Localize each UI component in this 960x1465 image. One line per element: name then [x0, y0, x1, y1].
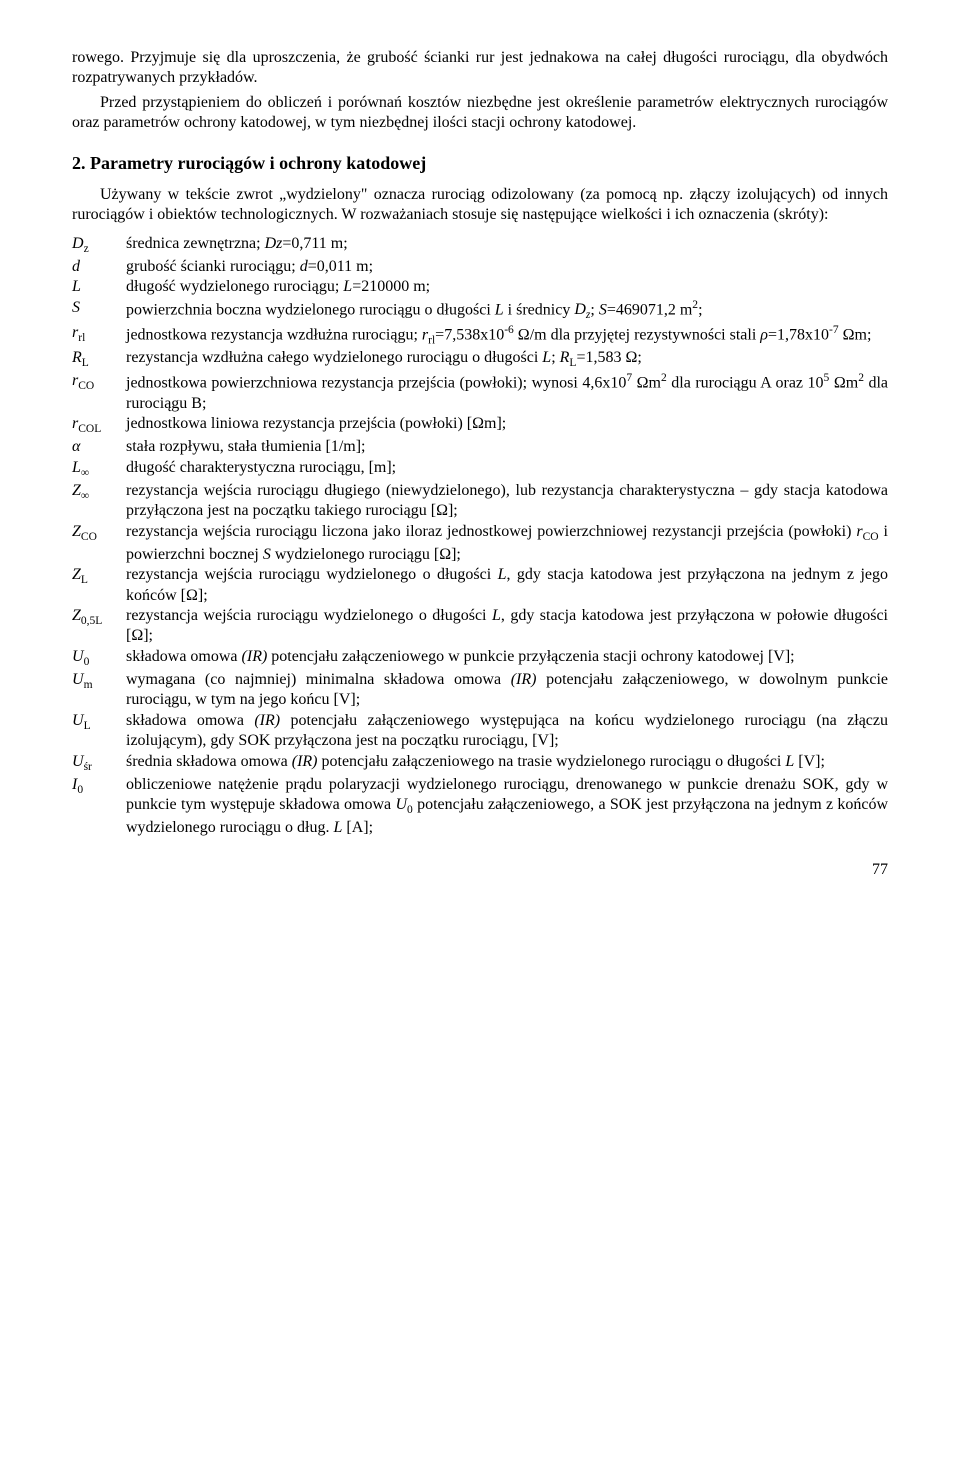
definition-row: ZCOrezystancja wejścia rurociągu liczona…: [72, 522, 888, 565]
definition-term: UL: [72, 711, 126, 734]
definition-row: rrljednostkowa rezystancja wzdłużna ruro…: [72, 323, 888, 348]
definition-row: rCOLjednostkowa liniowa rezystancja prze…: [72, 414, 888, 437]
definition-term: α: [72, 437, 126, 457]
definition-description: średnica zewnętrzna; Dz=0,711 m;: [126, 234, 888, 254]
definition-row: dgrubość ścianki rurociągu; d=0,011 m;: [72, 257, 888, 277]
definition-row: ULskładowa omowa (IR) potencjału załącze…: [72, 711, 888, 752]
definition-list: Dzśrednica zewnętrzna; Dz=0,711 m;dgrubo…: [72, 234, 888, 839]
definition-term: Z∞: [72, 481, 126, 504]
definition-row: RLrezystancja wzdłużna całego wydzielone…: [72, 348, 888, 371]
intro-paragraph-1: rowego. Przyjmuje się dla uproszczenia, …: [72, 48, 888, 89]
definition-row: rCOjednostkowa powierzchniowa rezystancj…: [72, 371, 888, 414]
definition-row: Ldługość wydzielonego rurociągu; L=21000…: [72, 277, 888, 297]
definition-term: ZCO: [72, 522, 126, 545]
definition-description: stała rozpływu, stała tłumienia [1/m];: [126, 437, 888, 457]
definition-term: rCOL: [72, 414, 126, 437]
definition-term: S: [72, 298, 126, 318]
definition-term: d: [72, 257, 126, 277]
definition-row: Uśrśrednia składowa omowa (IR) potencjał…: [72, 752, 888, 775]
definition-description: powierzchnia boczna wydzielonego rurocią…: [126, 298, 888, 323]
definition-description: jednostkowa powierzchniowa rezystancja p…: [126, 371, 888, 414]
definition-description: obliczeniowe natężenie prądu polaryzacji…: [126, 775, 888, 839]
definition-description: wymagana (co najmniej) minimalna składow…: [126, 670, 888, 711]
intro-paragraph-2: Przed przystąpieniem do obliczeń i porów…: [72, 93, 888, 134]
definition-row: Z0,5Lrezystancja wejścia rurociągu wydzi…: [72, 606, 888, 647]
definition-term: L∞: [72, 458, 126, 481]
definition-term: ZL: [72, 565, 126, 588]
definition-term: U0: [72, 647, 126, 670]
definition-term: rCO: [72, 371, 126, 394]
definition-description: składowa omowa (IR) potencjału załączeni…: [126, 647, 888, 667]
definition-description: grubość ścianki rurociągu; d=0,011 m;: [126, 257, 888, 277]
definition-row: Umwymagana (co najmniej) minimalna skład…: [72, 670, 888, 711]
definition-row: αstała rozpływu, stała tłumienia [1/m];: [72, 437, 888, 457]
definition-term: Uśr: [72, 752, 126, 775]
definition-description: rezystancja wejścia rurociągu liczona ja…: [126, 522, 888, 565]
definition-row: U0składowa omowa (IR) potencjału załącze…: [72, 647, 888, 670]
page-number: 77: [72, 860, 888, 880]
definition-term: Dz: [72, 234, 126, 257]
definition-term: Z0,5L: [72, 606, 126, 629]
definition-description: długość charakterystyczna rurociągu, [m]…: [126, 458, 888, 478]
definition-row: L∞długość charakterystyczna rurociągu, […: [72, 458, 888, 481]
definition-description: rezystancja wejścia rurociągu wydzielone…: [126, 565, 888, 606]
definition-term: L: [72, 277, 126, 297]
definition-term: I0: [72, 775, 126, 798]
section-heading: 2. Parametry rurociągów i ochrony katodo…: [72, 152, 888, 175]
definition-description: rezystancja wejścia rurociągu wydzielone…: [126, 606, 888, 647]
definition-row: I0obliczeniowe natężenie prądu polaryzac…: [72, 775, 888, 839]
section-intro-paragraph: Używany w tekście zwrot „wydzielony" ozn…: [72, 185, 888, 226]
definition-description: rezystancja wzdłużna całego wydzielonego…: [126, 348, 888, 371]
definition-term: Um: [72, 670, 126, 693]
definition-description: jednostkowa liniowa rezystancja przejści…: [126, 414, 888, 434]
definition-row: ZLrezystancja wejścia rurociągu wydzielo…: [72, 565, 888, 606]
definition-term: RL: [72, 348, 126, 371]
definition-row: Dzśrednica zewnętrzna; Dz=0,711 m;: [72, 234, 888, 257]
definition-row: Z∞rezystancja wejścia rurociągu długiego…: [72, 481, 888, 522]
definition-term: rrl: [72, 323, 126, 346]
definition-description: składowa omowa (IR) potencjału załączeni…: [126, 711, 888, 752]
definition-description: jednostkowa rezystancja wzdłużna rurocią…: [126, 323, 888, 348]
definition-description: średnia składowa omowa (IR) potencjału z…: [126, 752, 888, 772]
definition-description: rezystancja wejścia rurociągu długiego (…: [126, 481, 888, 522]
definition-row: Spowierzchnia boczna wydzielonego ruroci…: [72, 298, 888, 323]
definition-description: długość wydzielonego rurociągu; L=210000…: [126, 277, 888, 297]
